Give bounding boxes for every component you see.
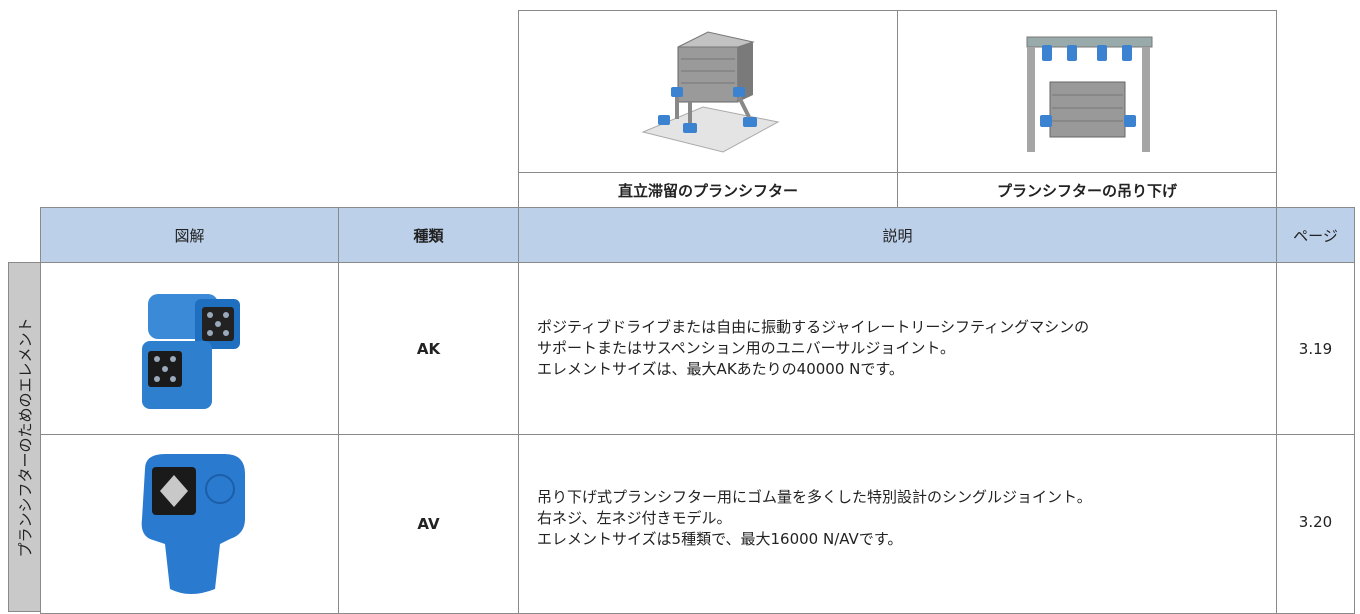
description: 吊り下げ式プランシフター用にゴム量を多くした特別設計のシングルジョイント。 右ネ… [518, 434, 1277, 614]
image-cell [897, 10, 1277, 173]
product-image [141, 293, 240, 409]
illustration [1026, 36, 1153, 152]
image-cell [40, 262, 339, 435]
description: ポジティブドライブまたは自由に振動するジャイレートリーシフティングマシンの サポ… [518, 262, 1277, 435]
illustration [641, 30, 780, 153]
column-header: ページ [1276, 207, 1355, 263]
description-line: ポジティブドライブまたは自由に振動するジャイレートリーシフティングマシンの [537, 318, 1090, 336]
product-image [141, 454, 245, 594]
caption: プランシフターの吊り下げ [897, 172, 1277, 208]
description-line: 右ネジ、左ネジ付きモデル。 [537, 509, 732, 527]
caption: 直立滞留のプランシフター [518, 172, 898, 208]
column-header: 種類 [338, 207, 519, 263]
description-line: サポートまたはサスペンション用のユニバーサルジョイント。 [537, 339, 956, 357]
type: AK [338, 262, 519, 435]
page-ref: 3.20 [1276, 434, 1355, 614]
column-header: 図解 [40, 207, 339, 263]
page-ref: 3.19 [1276, 262, 1355, 435]
description-line: エレメントサイズは、最大AKあたりの40000 Nです。 [537, 360, 904, 378]
image-cell [518, 10, 898, 173]
column-header: 説明 [518, 207, 1277, 263]
image-cell [40, 434, 339, 614]
description-line: 吊り下げ式プランシフター用にゴム量を多くした特別設計のシングルジョイント。 [537, 488, 1092, 506]
description-line: エレメントサイズは5種類で、最大16000 N/AVです。 [537, 530, 903, 548]
side-label: プランシフターのためのエレメント [8, 262, 41, 612]
type: AV [338, 434, 519, 614]
side-label-text: プランシフターのためのエレメント [16, 316, 35, 558]
